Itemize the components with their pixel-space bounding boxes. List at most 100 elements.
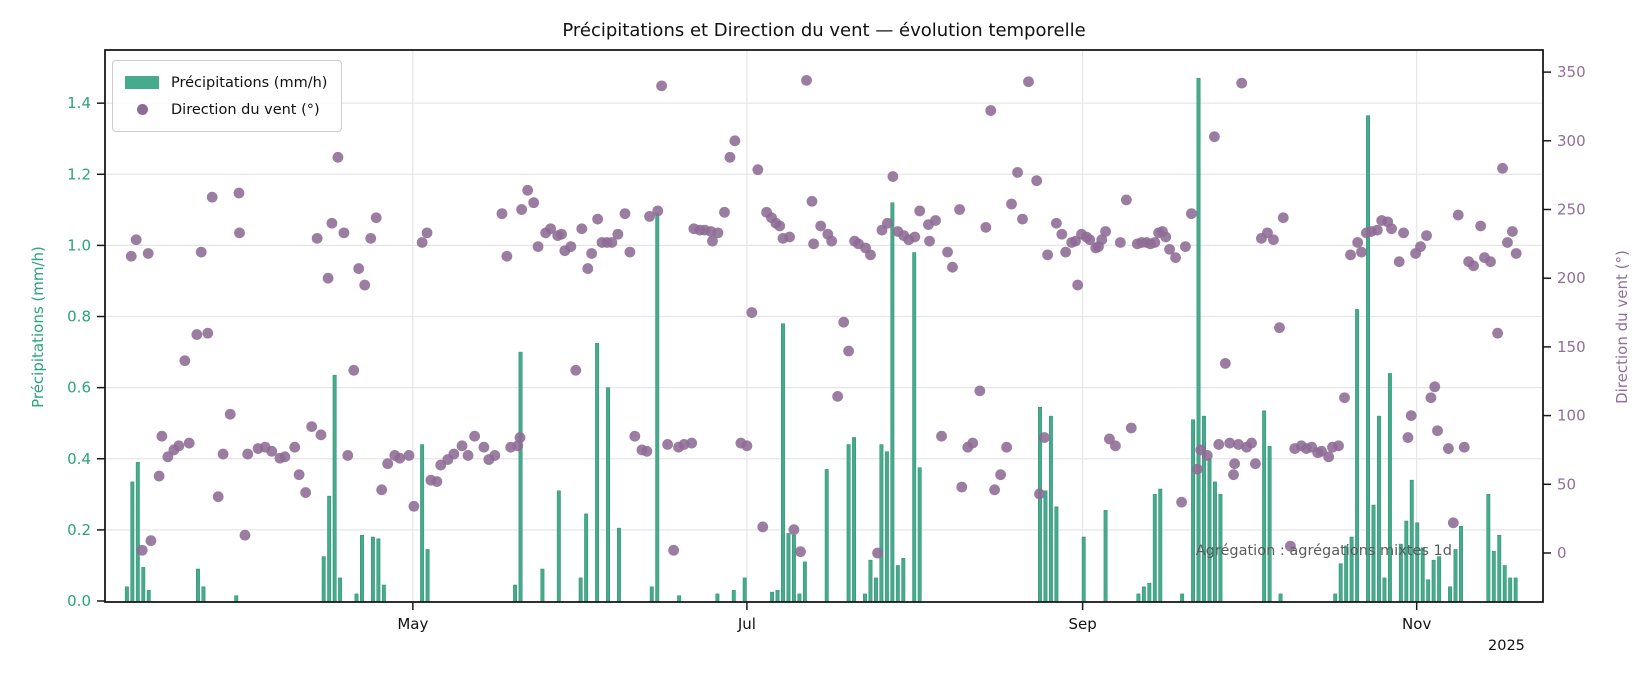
- precip-bar: [1508, 577, 1513, 603]
- wind-dot: [565, 241, 577, 252]
- wind-dot: [293, 469, 305, 481]
- wind-dot: [1510, 248, 1522, 259]
- precip-bar: [130, 481, 135, 603]
- precip-bar: [1207, 458, 1212, 603]
- wind-dot: [985, 105, 997, 116]
- wind-dot: [1268, 234, 1279, 246]
- wind-dot: [1432, 425, 1443, 437]
- wind-dot: [1386, 223, 1397, 235]
- wind-dot: [1421, 230, 1432, 242]
- precip-bar: [1054, 506, 1059, 603]
- wind-dot: [586, 248, 598, 259]
- precip-bar: [234, 595, 239, 603]
- precip-bar: [879, 444, 884, 603]
- legend-label-wind-direction: Direction du vent (°): [171, 101, 320, 118]
- wind-dot: [528, 197, 540, 209]
- wind-dot: [1042, 249, 1054, 261]
- precip-bar: [912, 252, 917, 603]
- wind-dot: [712, 227, 724, 239]
- wind-dot: [752, 164, 764, 176]
- wind-dot: [757, 521, 769, 533]
- wind-dot: [382, 458, 394, 470]
- wind-dot: [612, 228, 624, 240]
- aggregation-annotation: Agrégation : agrégations mixtes 1d: [1195, 543, 1452, 559]
- wind-dot: [1405, 410, 1417, 421]
- x-tick-label: Sep: [1068, 615, 1096, 633]
- precip-bar: [1136, 593, 1141, 603]
- wind-dot: [332, 151, 344, 163]
- precip-bar: [124, 586, 129, 603]
- wind-dot: [909, 231, 921, 243]
- wind-dot: [1012, 167, 1023, 178]
- wind-dot: [942, 246, 953, 258]
- wind-dot: [448, 448, 460, 460]
- wind-dot: [784, 231, 795, 243]
- wind-dot: [300, 487, 312, 498]
- wind-dot: [644, 210, 655, 222]
- wind-dot: [338, 227, 350, 239]
- wind-dot: [707, 235, 718, 247]
- precip-bar: [917, 467, 922, 603]
- wind-dot: [1250, 458, 1261, 470]
- wind-dot: [1415, 241, 1426, 252]
- precip-bar: [1103, 510, 1108, 603]
- precip-bar: [742, 577, 747, 603]
- wind-dot: [156, 430, 168, 442]
- precip-bar: [370, 536, 375, 603]
- wind-dot: [1339, 392, 1350, 404]
- precip-bar: [354, 593, 359, 603]
- precip-bar: [649, 586, 654, 603]
- legend-label-precipitation: Précipitations (mm/h): [171, 74, 328, 91]
- precip-bar: [852, 437, 857, 603]
- precip-bar: [1212, 481, 1217, 603]
- legend-item-precipitation: Précipitations (mm/h): [125, 69, 327, 96]
- left-tick-label: 0.4: [67, 450, 91, 468]
- wind-dot: [801, 74, 812, 86]
- precip-bar: [1147, 582, 1152, 603]
- precip-bar: [606, 387, 610, 603]
- wind-dot: [1398, 227, 1409, 239]
- wind-dot: [136, 544, 148, 556]
- wind-dot: [195, 246, 207, 258]
- wind-dot: [1120, 194, 1132, 206]
- wind-dot: [365, 232, 377, 244]
- precip-bar: [715, 593, 720, 603]
- wind-dot: [191, 329, 203, 340]
- wind-dot: [142, 248, 154, 259]
- precip-bar: [868, 559, 873, 603]
- precip-bar: [884, 451, 889, 603]
- wind-dot: [1224, 437, 1236, 449]
- wind-dot: [1233, 439, 1244, 450]
- wind-dot: [403, 450, 415, 461]
- wind-dot: [1502, 237, 1513, 248]
- precip-bar: [146, 590, 151, 603]
- x-tick-label: Jul: [737, 615, 756, 633]
- x-tick-label: May: [397, 615, 428, 633]
- wind-dot: [668, 544, 680, 556]
- wind-dot: [1371, 224, 1383, 236]
- wind-dot: [619, 208, 631, 220]
- right-tick-label: 0: [1557, 544, 1567, 562]
- wind-dot: [1114, 237, 1126, 248]
- wind-dot: [1452, 209, 1464, 221]
- wind-dot: [914, 205, 926, 217]
- precip-bar: [863, 593, 867, 603]
- wind-dot: [843, 345, 855, 357]
- wind-dot: [570, 364, 582, 376]
- wind-dot: [279, 451, 291, 463]
- precip-bar: [196, 568, 200, 603]
- wind-dot: [545, 223, 557, 235]
- wind-dot: [1468, 260, 1479, 272]
- precip-bar: [1043, 490, 1048, 603]
- wind-dot: [348, 364, 360, 376]
- x-tick-label: Nov: [1402, 615, 1431, 633]
- wind-dot: [370, 212, 382, 224]
- wind-dot: [1180, 241, 1191, 252]
- wind-dot: [212, 491, 224, 503]
- precip-bar: [381, 584, 386, 603]
- wind-dot: [1006, 198, 1017, 210]
- wind-dot: [1208, 131, 1220, 143]
- left-tick-label: 0.8: [67, 308, 91, 326]
- wind-dot: [125, 250, 137, 262]
